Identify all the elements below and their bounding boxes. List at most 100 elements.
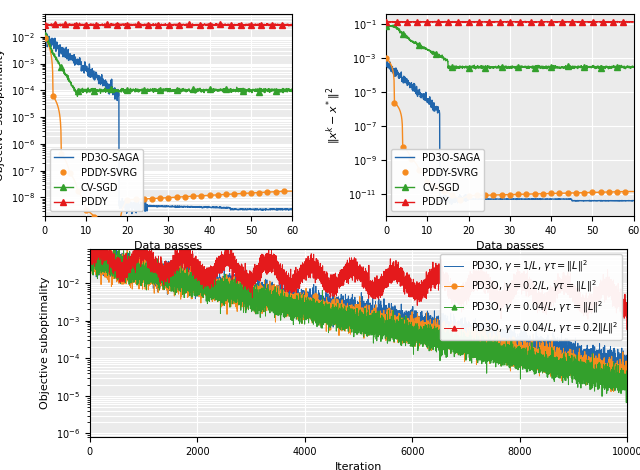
PDDY-SVRG [41, 35, 49, 41]
PD3O, $\gamma=1/L$, $\gamma\tau=\|L\|^2$ [399, 314, 407, 320]
PDDY-SVRG [74, 188, 82, 194]
Line: CV-SGD: CV-SGD [383, 22, 636, 71]
PD3O, $\gamma=0.04/L$, $\gamma\tau=\|L\|^2$ [457, 337, 465, 342]
PD3O, $\gamma=0.04/L$, $\gamma\tau=\|L\|^2$ [623, 378, 631, 384]
PD3O-SAGA [466, 196, 474, 202]
CV-SGD [289, 86, 296, 92]
PD3O, $\gamma=1/L$, $\gamma\tau=\|L\|^2$ [598, 362, 605, 368]
PDDY-SVRG [415, 167, 423, 173]
PDDY-SVRG [164, 195, 172, 200]
PDDY-SVRG [605, 189, 612, 195]
CV-SGD [172, 86, 179, 92]
PDDY-SVRG [572, 190, 580, 196]
CV-SGD [490, 65, 498, 70]
X-axis label: Data passes: Data passes [134, 242, 202, 251]
PDDY-SVRG [181, 194, 189, 200]
PD3O-SAGA [41, 30, 49, 36]
PDDY [466, 19, 474, 24]
PDDY-SVRG [66, 170, 74, 176]
PD3O, $\gamma=0.2/L$, $\gamma\tau=\|L\|^2$ [191, 280, 198, 285]
PDDY-SVRG [456, 197, 464, 203]
PDDY-SVRG [90, 214, 98, 219]
PDDY-SVRG [132, 196, 140, 202]
PDDY [76, 20, 83, 26]
PDDY-SVRG [580, 190, 588, 196]
PD3O, $\gamma=0.04/L$, $\gamma\tau=0.2\|L\|^2$ [93, 231, 100, 236]
PDDY-SVRG [247, 190, 255, 196]
PDDY-SVRG [206, 193, 214, 198]
PDDY [513, 19, 520, 25]
PDDY [521, 18, 529, 24]
PDDY [490, 19, 497, 24]
PDDY-SVRG [613, 189, 621, 195]
CV-SGD [382, 23, 390, 29]
PDDY-SVRG [58, 151, 65, 157]
CV-SGD [389, 22, 397, 28]
PDDY-SVRG [82, 207, 90, 212]
PDDY-SVRG [522, 191, 530, 197]
PD3O-SAGA [83, 69, 90, 74]
PDDY-SVRG [115, 232, 123, 238]
PDDY-SVRG [214, 192, 222, 198]
CV-SGD [513, 64, 520, 70]
PD3O, $\gamma=1/L$, $\gamma\tau=\|L\|^2$ [86, 260, 93, 266]
PDDY-SVRG [264, 189, 271, 195]
CV-SGD [148, 88, 156, 94]
Y-axis label: Objective suboptimality: Objective suboptimality [40, 277, 50, 409]
CV-SGD [177, 86, 184, 92]
PDDY-SVRG [255, 190, 263, 196]
PDDY-SVRG [424, 180, 431, 185]
Line: PDDY-SVRG: PDDY-SVRG [42, 36, 286, 237]
PDDY [424, 19, 432, 24]
PDDY-SVRG [382, 55, 390, 61]
PD3O-SAGA [415, 90, 423, 96]
PDDY-SVRG [390, 100, 398, 105]
Line: PD3O-SAGA: PD3O-SAGA [386, 60, 634, 204]
PDDY [148, 22, 156, 28]
CV-SGD [424, 47, 432, 53]
PD3O, $\gamma=1/L$, $\gamma\tau=\|L\|^2$ [621, 383, 629, 388]
PDDY [415, 19, 423, 24]
PD3O, $\gamma=0.04/L$, $\gamma\tau=0.2\|L\|^2$ [191, 262, 198, 268]
CV-SGD [41, 31, 49, 37]
PD3O, $\gamma=0.2/L$, $\gamma\tau=\|L\|^2$ [90, 242, 97, 248]
PD3O-SAGA [148, 204, 156, 209]
PD3O, $\gamma=0.04/L$, $\gamma\tau=0.2\|L\|^2$ [598, 287, 605, 293]
PDDY-SVRG [49, 94, 57, 99]
PDDY [125, 22, 132, 28]
PDDY [382, 19, 390, 24]
PDDY-SVRG [481, 192, 489, 198]
PD3O, $\gamma=0.04/L$, $\gamma\tau=\|L\|^2$ [86, 260, 93, 266]
PDDY-SVRG [515, 192, 522, 197]
PDDY-SVRG [407, 156, 415, 161]
PD3O-SAGA [382, 60, 390, 65]
CV-SGD [74, 87, 82, 93]
PD3O-SAGA [513, 196, 520, 202]
PDDY [630, 19, 637, 25]
PD3O-SAGA [128, 211, 136, 216]
PDDY-SVRG [596, 189, 604, 195]
PDDY [41, 22, 49, 28]
X-axis label: Data passes: Data passes [476, 242, 544, 251]
PD3O-SAGA [630, 198, 637, 204]
PD3O, $\gamma=0.04/L$, $\gamma\tau=\|L\|^2$ [141, 284, 148, 290]
PDDY-SVRG [239, 191, 246, 196]
Line: PD3O, $\gamma=0.04/L$, $\gamma\tau=\|L\|^2$: PD3O, $\gamma=0.04/L$, $\gamma\tau=\|L\|… [87, 243, 630, 405]
Line: PD3O, $\gamma=1/L$, $\gamma\tau=\|L\|^2$: PD3O, $\gamma=1/L$, $\gamma\tau=\|L\|^2$ [90, 244, 627, 385]
Y-axis label: Objective suboptimality: Objective suboptimality [0, 49, 5, 181]
PDDY-SVRG [198, 193, 205, 199]
CV-SGD [125, 87, 132, 93]
Y-axis label: $\|x^k - x^*\|^2$: $\|x^k - x^*\|^2$ [324, 86, 343, 144]
PD3O, $\gamma=0.04/L$, $\gamma\tau=0.2\|L\|^2$ [623, 327, 631, 333]
PDDY-SVRG [230, 191, 238, 197]
PDDY-SVRG [449, 193, 456, 198]
PDDY-SVRG [498, 192, 506, 197]
CV-SGD [415, 42, 423, 47]
CV-SGD [472, 66, 479, 72]
Line: PDDY: PDDY [42, 20, 295, 29]
PDDY-SVRG [589, 189, 596, 195]
PDDY-SVRG [531, 191, 538, 197]
PD3O, $\gamma=0.04/L$, $\gamma\tau=0.2\|L\|^2$ [450, 293, 458, 298]
PD3O, $\gamma=0.2/L$, $\gamma\tau=\|L\|^2$ [457, 339, 465, 345]
PD3O, $\gamma=1/L$, $\gamma\tau=\|L\|^2$ [95, 241, 102, 247]
